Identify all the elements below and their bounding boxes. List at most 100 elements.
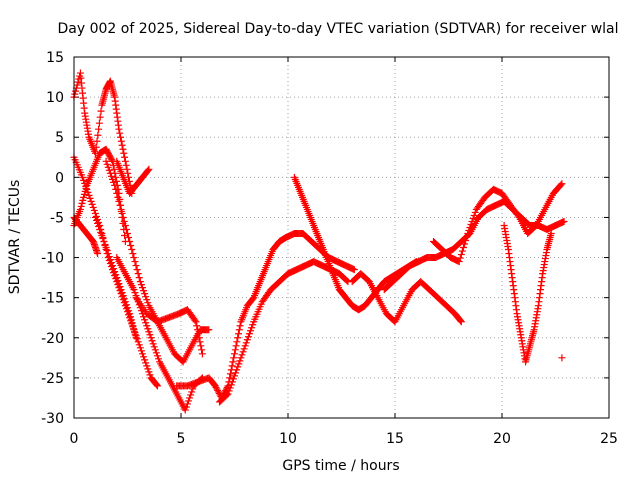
series-sat-o [430, 180, 566, 266]
data-point [146, 371, 154, 379]
data-point [107, 154, 115, 162]
data-point [226, 370, 234, 378]
data-point [463, 233, 471, 241]
data-point [120, 295, 128, 303]
data-point [76, 205, 84, 213]
data-point [136, 278, 144, 286]
data-point [560, 217, 568, 225]
data-point [117, 137, 125, 145]
data-point [107, 172, 115, 180]
data-point [106, 256, 114, 264]
data-point [235, 326, 243, 334]
x-tick-label: 20 [493, 431, 511, 447]
data-point [91, 213, 99, 221]
data-point [211, 382, 219, 390]
data-point [244, 333, 252, 341]
data-point [119, 145, 127, 153]
y-tick-label: -20 [41, 331, 64, 347]
data-point [227, 381, 235, 389]
data-point [94, 250, 102, 258]
data-point [126, 238, 134, 246]
data-point [119, 213, 127, 221]
data-point [547, 229, 555, 237]
data-point [123, 165, 131, 173]
series-sat-h [113, 254, 206, 414]
data-point [194, 326, 202, 334]
data-point [145, 368, 153, 376]
data-point [121, 298, 129, 306]
data-point [193, 322, 201, 330]
data-point [111, 181, 119, 189]
data-point [80, 193, 88, 201]
data-point [214, 386, 222, 394]
data-point [150, 343, 158, 351]
data-point [144, 365, 152, 373]
data-point [110, 165, 118, 173]
data-point [456, 254, 464, 262]
data-point [233, 366, 241, 374]
data-point [119, 292, 127, 300]
data-point [249, 321, 257, 329]
data-point [230, 354, 238, 362]
data-point [115, 197, 123, 205]
data-point [224, 390, 232, 398]
x-tick-label: 25 [600, 431, 618, 447]
data-point [109, 262, 117, 270]
data-point [149, 340, 157, 348]
data-point [137, 347, 145, 355]
series-sat-q [558, 354, 566, 362]
data-point [153, 382, 161, 390]
data-point [226, 374, 234, 382]
data-point [115, 280, 123, 288]
data-point [90, 206, 98, 214]
data-point [84, 188, 92, 196]
data-point [109, 175, 117, 183]
data-point [134, 270, 142, 278]
data-point [142, 359, 150, 367]
data-point [116, 201, 124, 209]
data-point [181, 406, 189, 414]
data-point [105, 151, 113, 159]
data-point [461, 240, 469, 248]
data-point [124, 169, 132, 177]
data-point [72, 87, 80, 95]
data-point [198, 350, 206, 358]
data-point [231, 372, 238, 380]
data-point [79, 173, 87, 181]
data-point [122, 161, 130, 169]
data-point [225, 387, 233, 395]
data-point [77, 202, 85, 210]
data-point [86, 194, 94, 202]
data-point [118, 141, 126, 149]
x-tick-label: 0 [70, 431, 79, 447]
y-tick-label: 15 [46, 50, 64, 66]
series-sat-c [70, 213, 102, 258]
data-point [235, 360, 243, 368]
data-point [110, 265, 118, 273]
series-sat-i [132, 294, 206, 358]
data-point [247, 327, 255, 335]
data-point [141, 316, 149, 324]
data-point [455, 258, 463, 266]
y-tick-label: -30 [41, 411, 64, 427]
data-point [183, 400, 191, 408]
data-point [115, 125, 123, 133]
data-point [89, 203, 97, 211]
y-axis-label: SDTVAR / TECUs [7, 180, 23, 295]
data-point [135, 341, 143, 349]
data-point [145, 165, 153, 173]
data-point [104, 250, 112, 258]
data-point [140, 287, 148, 295]
data-point [514, 212, 522, 220]
data-point [138, 350, 146, 358]
data-point [243, 336, 251, 344]
data-point [103, 147, 111, 155]
data-point [232, 342, 240, 350]
data-point [88, 200, 96, 208]
data-point [234, 334, 242, 342]
data-point [464, 229, 472, 237]
data-point [192, 318, 200, 326]
data-point [466, 223, 474, 231]
data-point [124, 229, 131, 237]
